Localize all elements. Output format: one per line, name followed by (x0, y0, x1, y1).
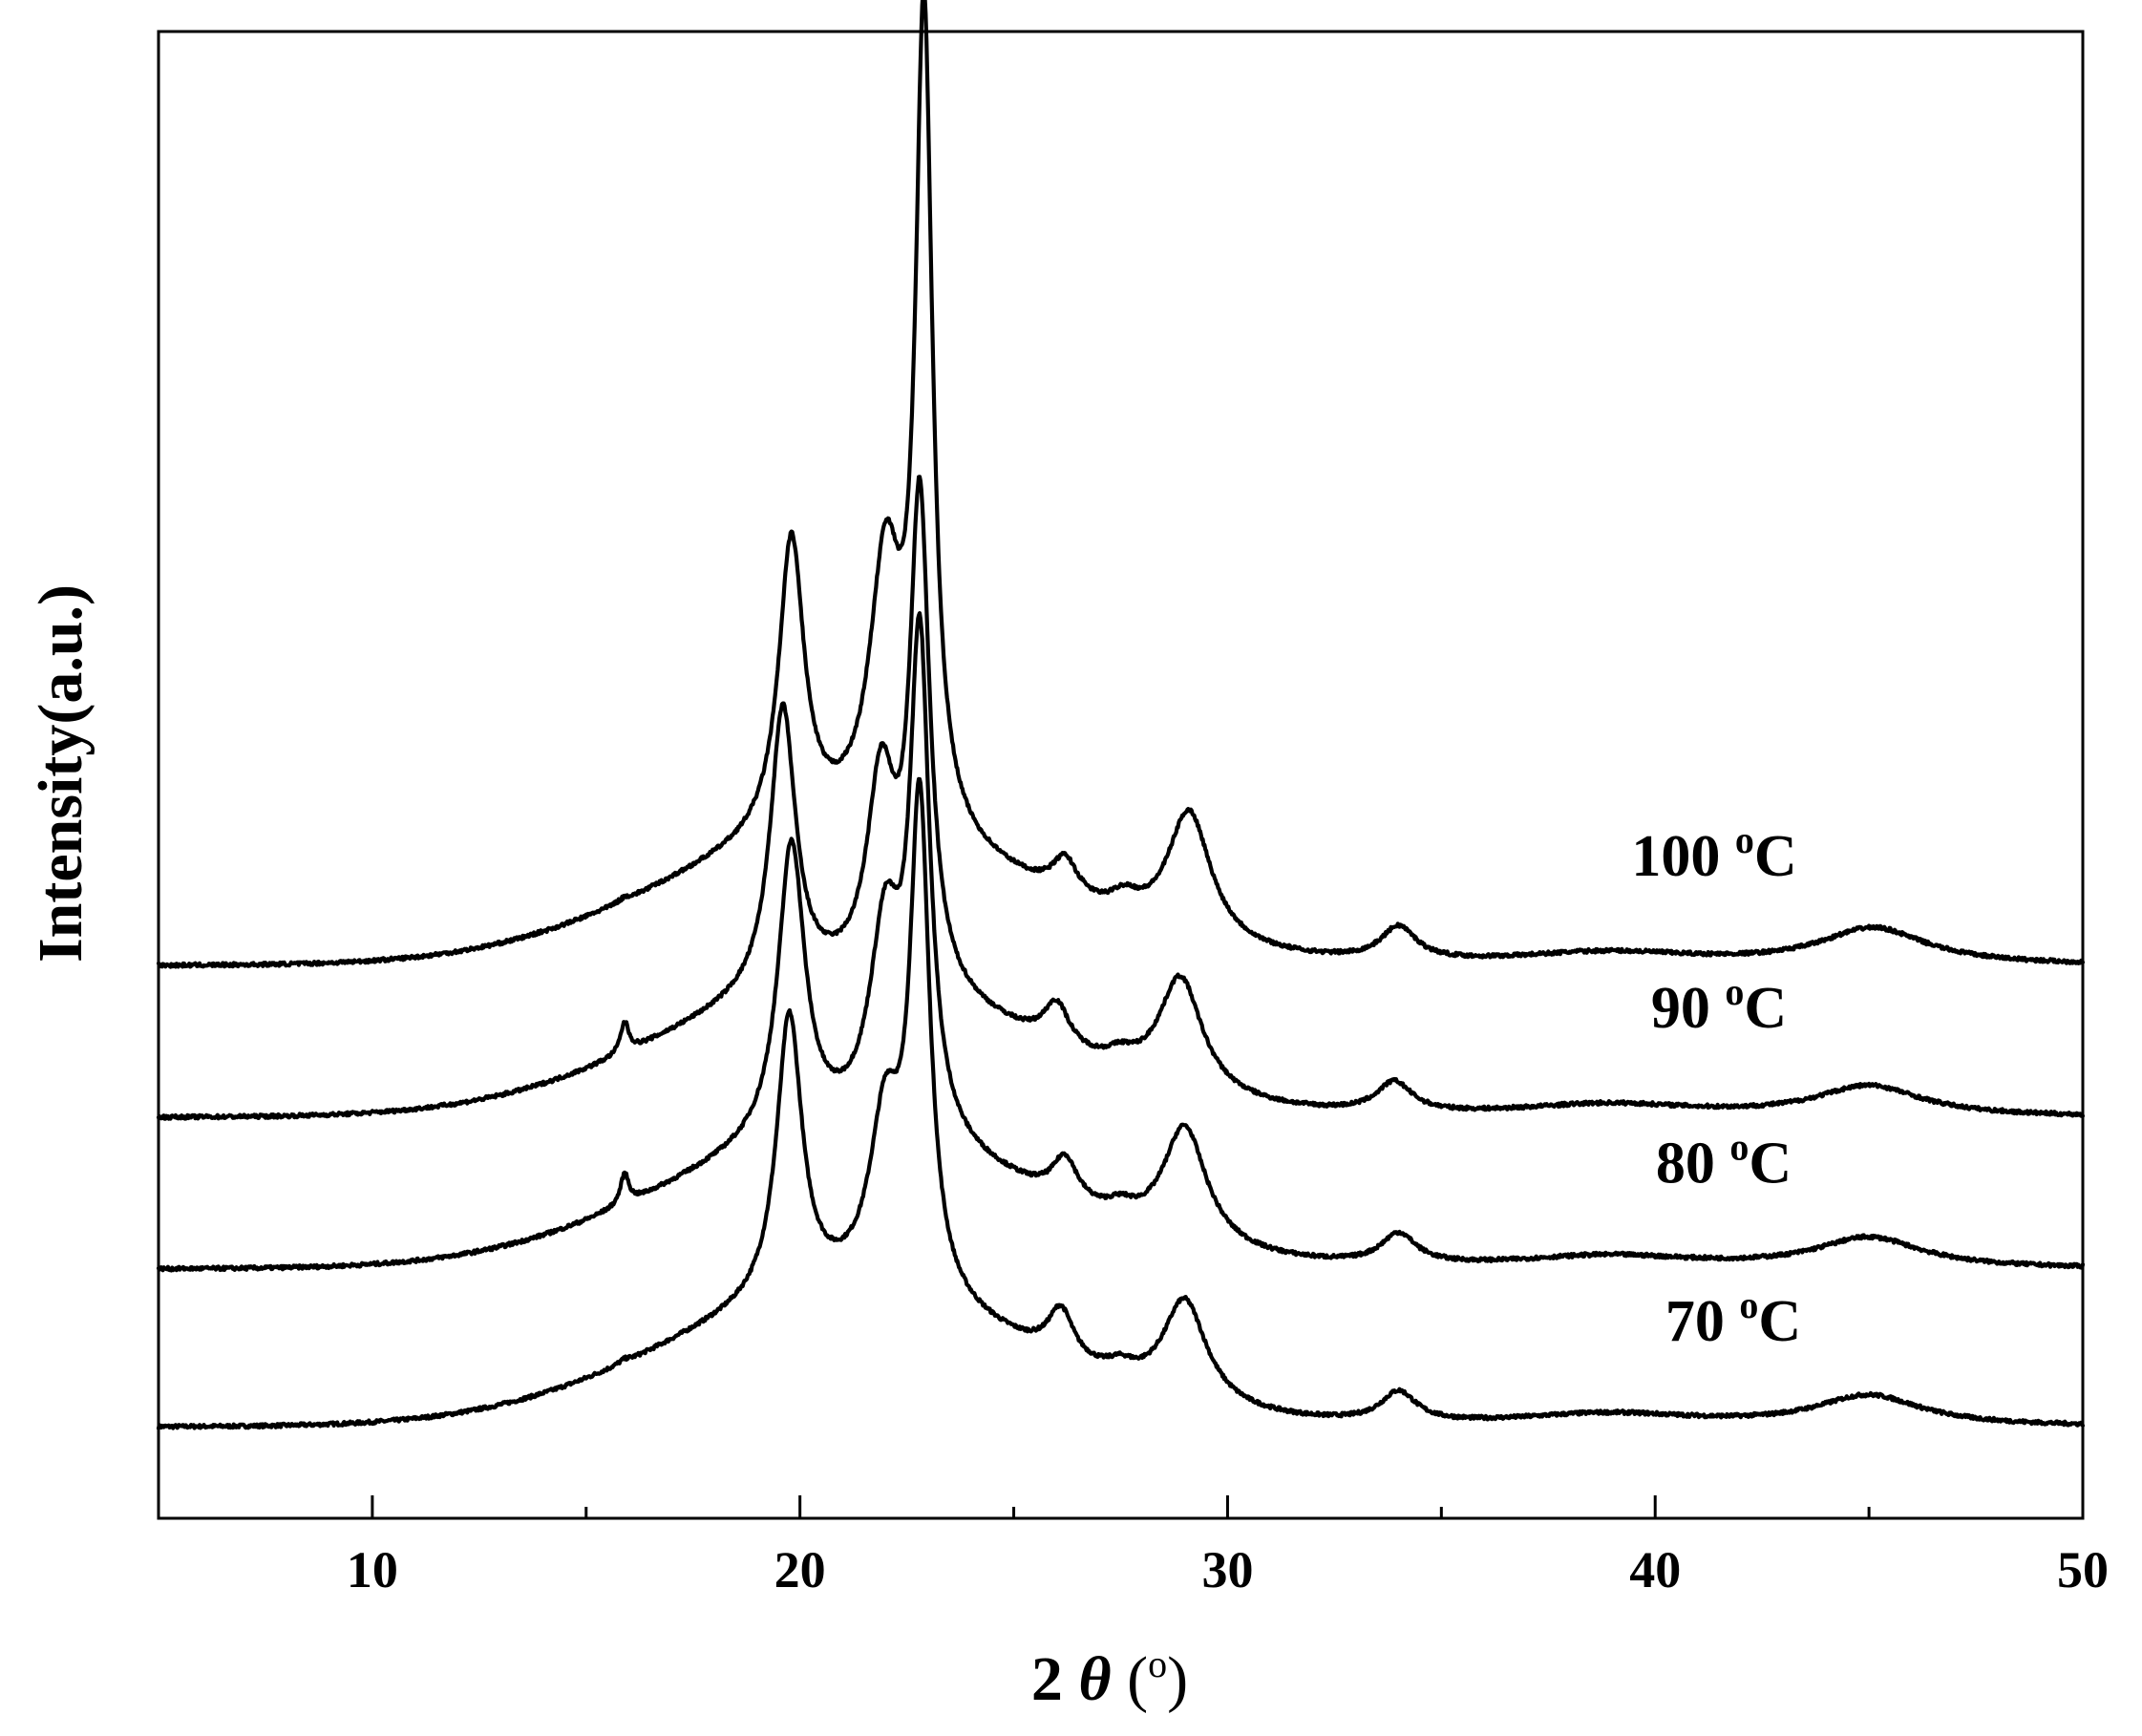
xrd-trace (156, 776, 2086, 1430)
series-label-degree: o (1735, 818, 1754, 861)
series-label: 90 oC (1651, 970, 1787, 1041)
x-axis-title-close: ) (1167, 1644, 1188, 1714)
xrd-trace (156, 475, 2086, 1121)
x-axis-title-open: ( (1112, 1644, 1148, 1714)
series-label: 70 oC (1665, 1283, 1801, 1354)
x-axis-title-prefix: 2 (1031, 1644, 1079, 1714)
x-tick-label: 50 (2057, 1541, 2109, 1598)
series-label: 80 oC (1656, 1126, 1792, 1196)
series-label: 100 oC (1631, 818, 1796, 889)
x-minor-ticks (157, 1507, 1871, 1518)
series-label-unit: C (1754, 824, 1797, 889)
x-tick-labels: 10 20 30 40 50 (347, 1541, 2109, 1598)
x-major-ticks (371, 1495, 2085, 1518)
series-label-degree: o (1739, 1283, 1758, 1326)
x-tick-label: 30 (1201, 1541, 1253, 1598)
x-tick-label: 40 (1629, 1541, 1681, 1598)
series-label-degree: o (1725, 970, 1744, 1013)
xrd-trace (156, 0, 2086, 969)
series-label-degree: o (1729, 1126, 1749, 1169)
plot-frame (157, 30, 2085, 1520)
y-axis-title-main: Intensity (26, 725, 95, 963)
series-label-unit: C (1744, 976, 1787, 1041)
series-label-unit: C (1758, 1289, 1801, 1354)
series-label-unit: C (1749, 1132, 1792, 1196)
series-label-value: 80 (1656, 1132, 1730, 1196)
x-axis-title-degree: o (1148, 1642, 1167, 1685)
series-label-value: 70 (1665, 1289, 1740, 1354)
xrd-trace (156, 611, 2086, 1273)
x-axis-title-theta: θ (1078, 1644, 1111, 1714)
x-axis-title: 2 θ (o) (1031, 1642, 1188, 1714)
series-label-value: 100 (1631, 824, 1735, 889)
x-tick-label: 20 (774, 1541, 826, 1598)
y-axis-title: Intensity(a.u.) (26, 584, 95, 963)
series-label-value: 90 (1651, 976, 1726, 1041)
x-tick-label: 10 (347, 1541, 398, 1598)
y-axis-title-unit: (a.u.) (26, 584, 95, 725)
xrd-traces (156, 0, 2086, 1430)
